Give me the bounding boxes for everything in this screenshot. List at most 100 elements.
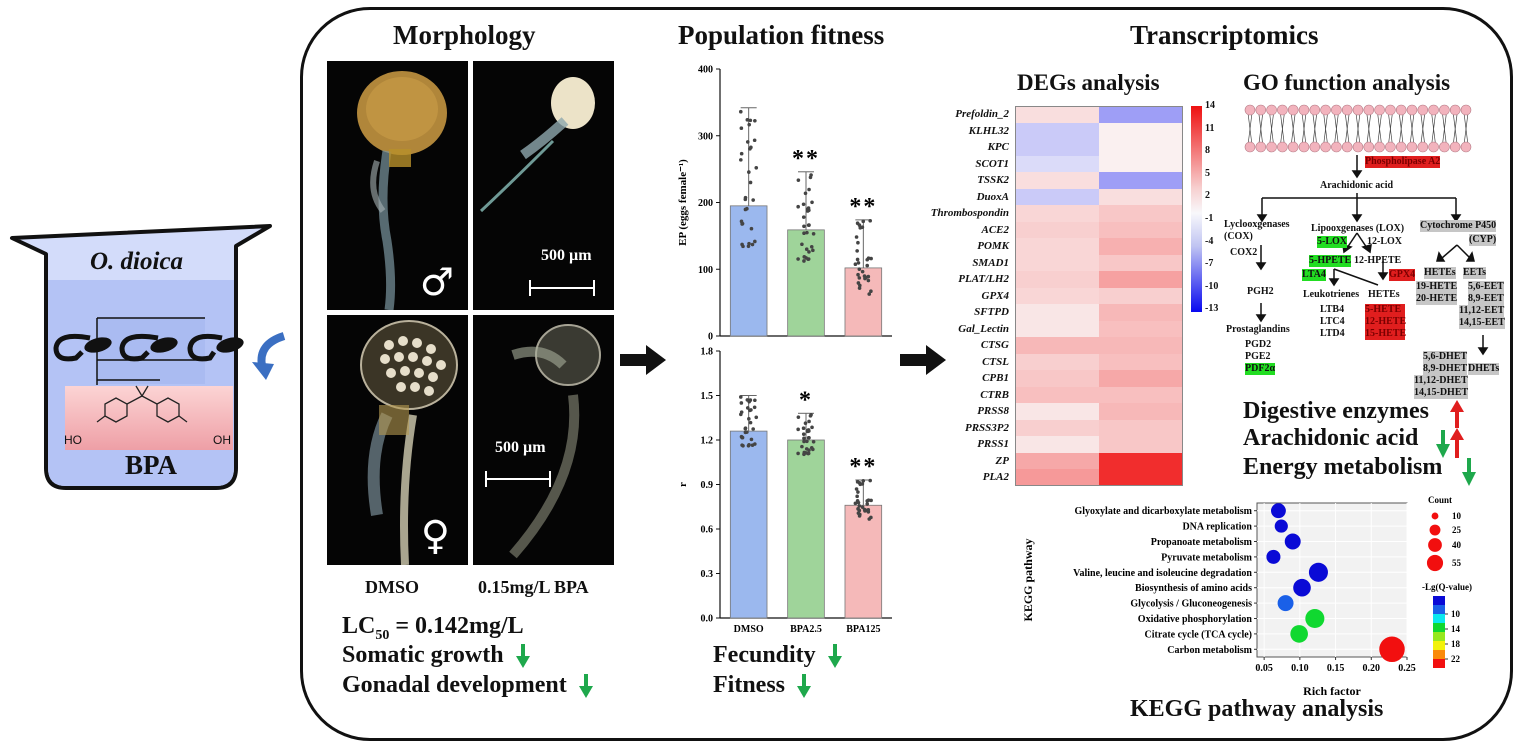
female-symbol: ♀	[420, 513, 450, 559]
bar	[787, 229, 825, 337]
lipid-tail	[1290, 112, 1296, 146]
colorbar-tick-label: -1	[1205, 213, 1214, 224]
eet1112-box: 11,12-EET	[1459, 305, 1505, 317]
leukotrienes-label: Leukotrienes	[1303, 289, 1360, 300]
color-legend-swatch	[1433, 641, 1445, 650]
heatmap-cell	[1099, 155, 1183, 172]
data-point	[743, 197, 748, 202]
count-legend-label: 10	[1452, 511, 1462, 521]
significance-label: **	[849, 194, 877, 220]
pathway-bubble	[1266, 549, 1281, 564]
scale-bar-label-2: 500 µm	[495, 439, 546, 456]
y-tick-label: 400	[698, 65, 713, 76]
data-point	[739, 151, 744, 156]
cyp-abbr-box: (CYP)	[1469, 234, 1497, 246]
significance-label: **	[849, 454, 877, 480]
data-point	[857, 276, 862, 280]
lipid-head	[1331, 104, 1342, 116]
gene-label: GPX4	[981, 289, 1010, 302]
summary-arachidonic-acid: Arachidonic acid	[1243, 425, 1419, 451]
heatmap-cell	[1015, 188, 1099, 205]
pathway-label: Biosynthesis of amino acids	[1135, 583, 1252, 594]
lipid-tail	[1377, 112, 1382, 146]
lipid-head	[1406, 141, 1418, 153]
color-legend-label: 18	[1451, 639, 1461, 649]
ltd4-label: LTD4	[1320, 328, 1345, 339]
data-point	[811, 440, 816, 444]
heatmap-cell	[1015, 238, 1099, 255]
lipid-tail	[1355, 112, 1361, 146]
pathway-label: DNA replication	[1182, 522, 1252, 533]
data-point	[857, 514, 862, 518]
heatmap-cell	[1099, 469, 1183, 486]
heatmap-cell	[1099, 106, 1183, 123]
color-legend-swatch	[1433, 614, 1445, 623]
dhet1112-box: 11,12-DHET	[1414, 375, 1468, 387]
colorbar-tick-label: 14	[1205, 100, 1215, 111]
data-point	[750, 443, 755, 447]
y-tick-label: 0	[708, 332, 713, 343]
effect-fecundity: Fecundity	[713, 642, 842, 669]
pathway-bubble	[1274, 519, 1288, 533]
data-point	[856, 240, 860, 245]
down-arrow-icon	[1462, 458, 1476, 486]
data-point	[807, 187, 811, 192]
gene-label: Thrombospondin	[930, 207, 1009, 219]
lipid-head	[1255, 141, 1267, 153]
x-tick-label: BPA125	[846, 624, 880, 635]
lipid-head	[1374, 141, 1385, 153]
lipid-head	[1320, 104, 1331, 116]
gene-label: Prefoldin_2	[955, 108, 1009, 120]
data-point	[751, 427, 755, 431]
y-tick-label: 100	[698, 265, 713, 276]
pathway-bubble	[1290, 625, 1308, 643]
heatmap-cell	[1015, 469, 1099, 486]
lipid-head	[1341, 104, 1353, 116]
dhets-box: DHETs	[1468, 363, 1500, 375]
heatmap-cell	[1015, 353, 1099, 370]
lipid-head	[1363, 104, 1375, 116]
y-tick-label: 1.5	[701, 391, 714, 402]
data-point	[804, 451, 808, 455]
data-point	[807, 250, 811, 254]
data-point	[861, 219, 866, 224]
dhet1415-box: 14,15-DHET	[1414, 387, 1469, 399]
data-point	[805, 429, 810, 434]
data-point	[738, 395, 743, 399]
count-legend-bubble	[1429, 524, 1441, 536]
data-point	[796, 427, 800, 432]
heatmap-cell	[1099, 386, 1183, 403]
hpete12-label: 12-HPETE	[1354, 255, 1402, 266]
fitness-title: Population fitness	[678, 20, 885, 50]
data-point	[853, 501, 858, 506]
data-point	[796, 451, 800, 456]
heatmap-cell	[1015, 106, 1099, 123]
heatmap-cell	[1099, 188, 1183, 205]
data-point	[856, 507, 860, 511]
data-point	[751, 198, 755, 202]
colorbar-tick-label: 5	[1205, 167, 1210, 179]
lipid-head	[1428, 104, 1439, 116]
count-legend-bubble	[1428, 538, 1442, 552]
pathway-bubble	[1305, 608, 1325, 629]
morphology-title: Morphology	[393, 20, 536, 50]
data-point	[745, 406, 750, 410]
y-tick-label: 1.2	[701, 436, 714, 447]
y-tick-label: 0.0	[701, 614, 714, 625]
pathway-label: Glycolysis / Gluconeogenesis	[1130, 599, 1252, 610]
gene-label: TSSK2	[977, 174, 1009, 186]
data-point	[804, 447, 809, 451]
heatmap-cell	[1099, 122, 1183, 139]
data-point	[801, 202, 806, 207]
data-point	[796, 204, 800, 209]
lox5-box: 5-LOX	[1317, 236, 1347, 248]
data-point	[748, 180, 753, 185]
gene-label: CPB1	[982, 372, 1009, 384]
heatmap-cell	[1015, 139, 1099, 156]
heatmap-cell	[1099, 320, 1183, 337]
data-point	[809, 245, 814, 249]
count-legend-title: Count	[1428, 495, 1452, 505]
data-point	[740, 242, 744, 247]
pathway-label: Oxidative phosphorylation	[1138, 614, 1253, 625]
caption-dmso: DMSO	[365, 577, 419, 597]
